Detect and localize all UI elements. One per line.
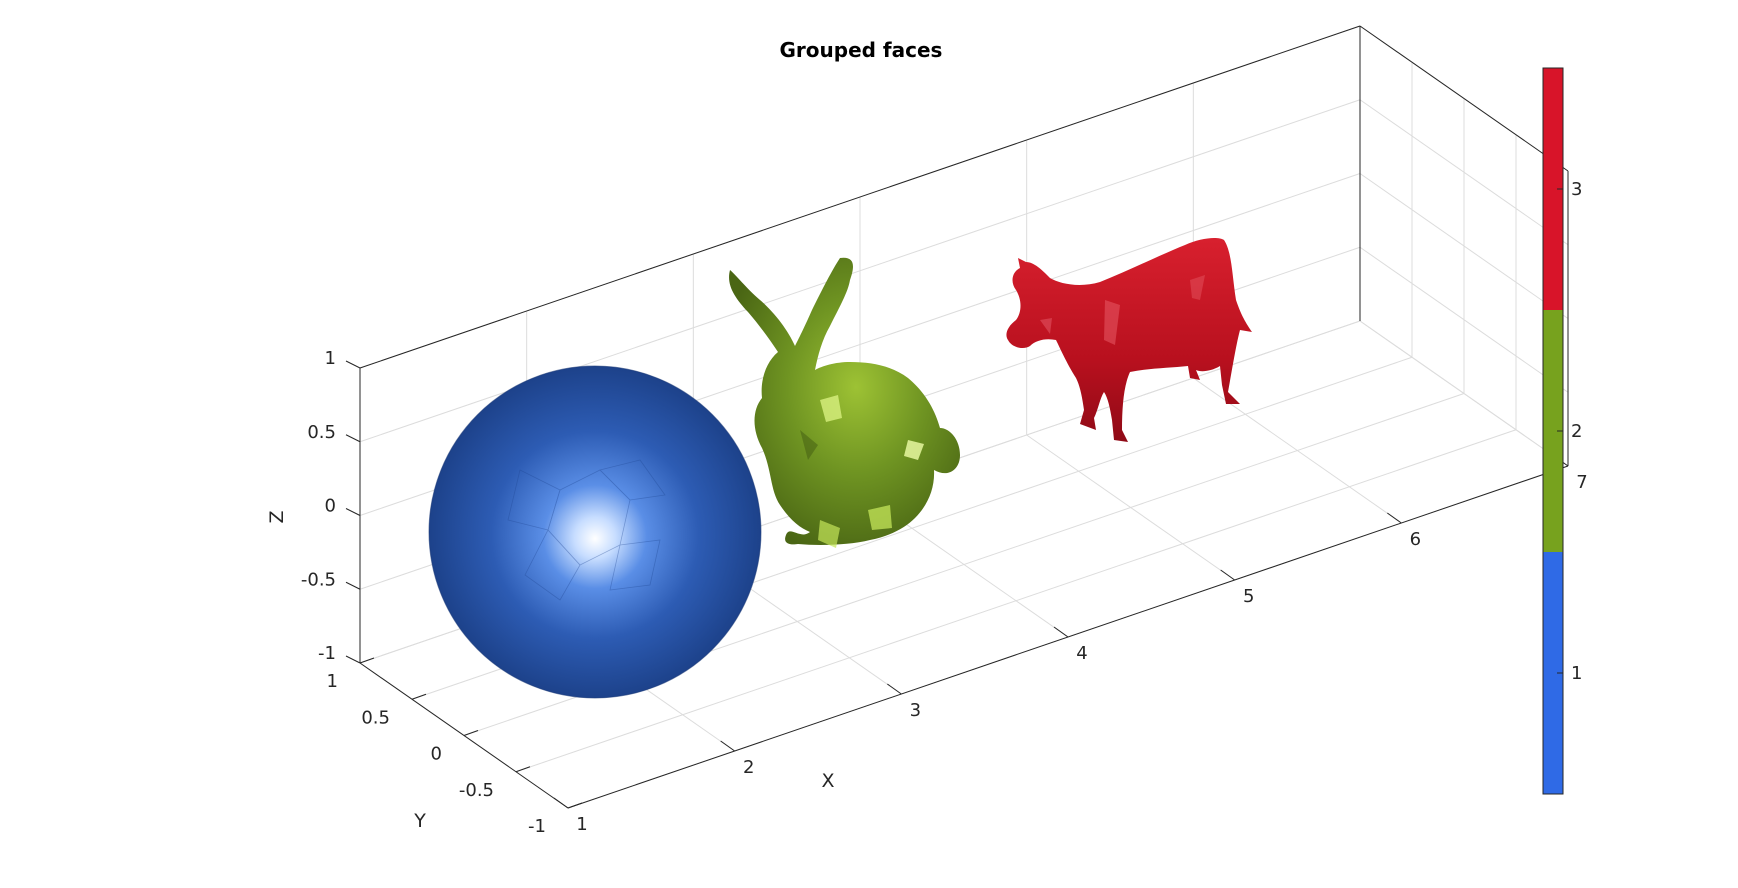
chart-title: Grouped faces — [780, 38, 943, 62]
grid-line — [1359, 173, 1569, 319]
grid-line — [1359, 246, 1569, 393]
grid-line — [515, 429, 1517, 773]
z-axis-label: Z — [266, 510, 288, 523]
z-tick — [345, 508, 361, 516]
z-tick — [345, 360, 361, 369]
y-tick — [515, 766, 531, 773]
axes-edge — [359, 25, 1361, 369]
z-tick — [345, 434, 361, 443]
x-axis-label: X — [821, 770, 834, 792]
z-tick-label: -0.5 — [301, 569, 336, 590]
colorbar-segment — [1543, 310, 1563, 552]
x-tick — [1220, 569, 1235, 581]
y-tick — [411, 693, 427, 700]
y-tick-label: 0 — [431, 744, 442, 765]
sphere-surface — [428, 365, 762, 699]
axis-tick-labels: 1 2 3 4 5 6 7 -1 -0.5 0 0.5 1 -1 -0.5 0 0.5 1 — [301, 348, 1588, 837]
axes-edge — [1359, 25, 1569, 172]
z-tick-label: -1 — [318, 643, 336, 664]
x-tick — [887, 683, 902, 695]
bunny-surface — [729, 257, 960, 548]
y-tick — [463, 730, 479, 736]
colorbar-tick-label: 2 — [1571, 421, 1582, 442]
x-tick — [720, 740, 735, 752]
y-tick — [567, 802, 583, 809]
x-tick-label: 2 — [743, 757, 754, 778]
objects-layer — [428, 237, 1252, 699]
grid-line — [1359, 99, 1569, 246]
z-tick — [345, 581, 361, 590]
colorbar: 1 2 3 — [1542, 67, 1582, 795]
x-tick — [1387, 512, 1402, 524]
colorbar-tick-label: 3 — [1571, 179, 1582, 200]
x-tick-label: 6 — [1410, 529, 1421, 550]
x-tick-label: 1 — [576, 814, 587, 835]
x-tick-label: 7 — [1576, 472, 1587, 493]
z-tick — [345, 655, 361, 664]
axis-ticks — [345, 360, 1569, 809]
y-axis-label: Y — [413, 810, 426, 832]
y-tick-label: 1 — [327, 671, 338, 692]
x-tick-label: 5 — [1243, 586, 1254, 607]
colorbar-segment — [1543, 68, 1563, 310]
y-tick-label: -1 — [528, 816, 546, 837]
y-tick-label: -0.5 — [459, 780, 494, 801]
grid-line — [1359, 320, 1569, 467]
z-tick-label: 1 — [325, 348, 336, 369]
z-tick-label: 0 — [325, 496, 336, 517]
x-tick — [553, 797, 569, 809]
x-tick-label: 3 — [910, 700, 921, 721]
y-tick — [359, 657, 375, 664]
z-tick-label: 0.5 — [307, 422, 336, 443]
y-tick-label: 0.5 — [361, 707, 390, 728]
colorbar-tick-label: 1 — [1571, 663, 1582, 684]
cow-surface — [1006, 237, 1252, 442]
colorbar-segment — [1543, 552, 1563, 794]
colorbar-border — [1542, 67, 1564, 795]
x-tick-label: 4 — [1076, 643, 1087, 664]
x-tick — [1053, 626, 1069, 638]
